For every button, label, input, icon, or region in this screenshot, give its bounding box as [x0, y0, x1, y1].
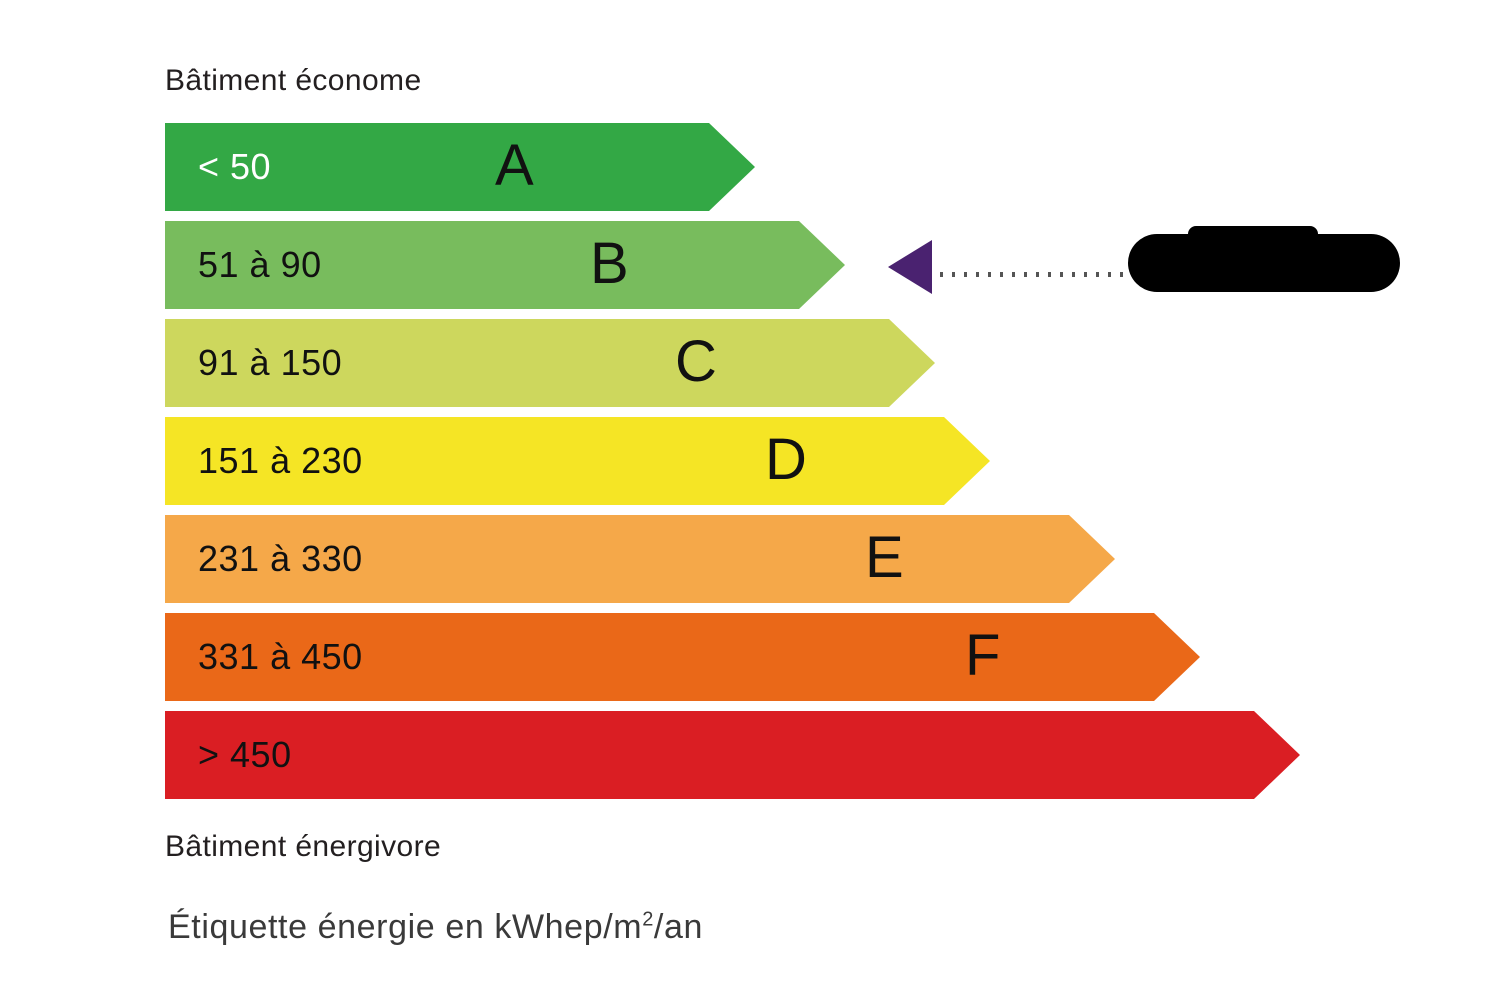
energy-class-letter-c: C [675, 328, 717, 394]
rating-dotted-connector-line [940, 264, 1138, 277]
unit-caption: Étiquette énergie en kWhep/m2/an [168, 908, 703, 947]
unit-caption-prefix: Étiquette énergie en kWhep/m [168, 908, 643, 946]
energy-class-letter-a: A [495, 132, 534, 198]
energy-class-range-d: 151 à 230 [198, 440, 363, 481]
bar-arrow-shape [165, 319, 935, 407]
bar-arrow-shape [165, 515, 1115, 603]
energy-class-bar-g: > 450 [165, 711, 1300, 799]
bar-arrow-shape [165, 613, 1200, 701]
energy-class-letter-b: B [590, 230, 629, 296]
energy-class-letter-f: F [965, 622, 1001, 688]
energy-class-letter-e: E [865, 524, 904, 590]
energy-class-bar-a: < 50 A [165, 123, 755, 211]
bar-arrow-shape [165, 711, 1300, 799]
energy-hungry-building-caption: Bâtiment énergivore [165, 830, 442, 863]
redacted-rating-value-blob [1128, 226, 1400, 296]
unit-caption-superscript: 2 [642, 908, 654, 931]
rating-pointer-arrow-icon [886, 238, 934, 296]
energy-class-range-b: 51 à 90 [198, 244, 322, 285]
energy-class-range-a: < 50 [198, 146, 272, 187]
energy-class-bar-b: 51 à 90 B [165, 221, 845, 309]
unit-caption-suffix: /an [653, 908, 703, 946]
energy-class-letter-d: D [765, 426, 807, 492]
efficient-building-caption: Bâtiment économe [165, 64, 422, 97]
energy-class-range-f: 331 à 450 [198, 636, 363, 677]
energy-class-range-c: 91 à 150 [198, 342, 343, 383]
energy-class-bar-d: 151 à 230 D [165, 417, 990, 505]
bar-arrow-shape [165, 221, 845, 309]
bar-arrow-shape [165, 417, 990, 505]
bar-arrow-shape [165, 123, 755, 211]
energy-class-range-e: 231 à 330 [198, 538, 363, 579]
energy-class-bar-c: 91 à 150 C [165, 319, 935, 407]
energy-class-bar-e: 231 à 330 E [165, 515, 1115, 603]
energy-class-range-g: > 450 [198, 734, 292, 775]
energy-class-bar-f: 331 à 450 F [165, 613, 1200, 701]
